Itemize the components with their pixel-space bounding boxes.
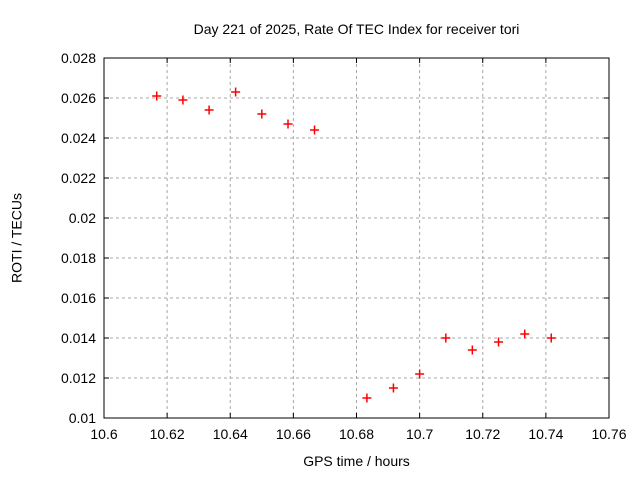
chart-title: Day 221 of 2025, Rate Of TEC Index for r… bbox=[193, 21, 520, 37]
x-tick-label: 10.62 bbox=[150, 426, 185, 442]
y-tick-label: 0.02 bbox=[69, 210, 96, 226]
x-axis-label: GPS time / hours bbox=[303, 453, 410, 469]
data-point-marker bbox=[178, 95, 188, 105]
data-point-marker bbox=[520, 329, 530, 339]
data-point-marker bbox=[310, 125, 320, 135]
x-tick-label: 10.66 bbox=[276, 426, 311, 442]
x-tick-label: 10.76 bbox=[591, 426, 626, 442]
data-point-marker bbox=[415, 369, 425, 379]
y-tick-label: 0.01 bbox=[69, 410, 96, 426]
data-point-marker bbox=[152, 91, 162, 101]
y-tick-label: 0.022 bbox=[61, 170, 96, 186]
y-tick-label: 0.028 bbox=[61, 50, 96, 66]
data-point-marker bbox=[494, 337, 504, 347]
y-tick-label: 0.018 bbox=[61, 250, 96, 266]
data-point-marker bbox=[362, 393, 372, 403]
y-tick-label: 0.016 bbox=[61, 290, 96, 306]
y-tick-label: 0.012 bbox=[61, 370, 96, 386]
x-tick-label: 10.68 bbox=[339, 426, 374, 442]
x-tick-label: 10.74 bbox=[528, 426, 563, 442]
x-tick-label: 10.72 bbox=[465, 426, 500, 442]
data-point-marker bbox=[257, 109, 267, 119]
data-point-marker bbox=[467, 345, 477, 355]
data-point-marker bbox=[204, 105, 214, 115]
x-tick-label: 10.64 bbox=[213, 426, 248, 442]
x-tick-label: 10.6 bbox=[90, 426, 117, 442]
x-tick-label: 10.7 bbox=[406, 426, 433, 442]
data-point-marker bbox=[283, 119, 293, 129]
y-tick-label: 0.024 bbox=[61, 130, 96, 146]
data-point-marker bbox=[441, 333, 451, 343]
data-point-marker bbox=[546, 333, 556, 343]
y-tick-label: 0.014 bbox=[61, 330, 96, 346]
data-point-marker bbox=[231, 87, 241, 97]
data-point-marker bbox=[388, 383, 398, 393]
y-tick-label: 0.026 bbox=[61, 90, 96, 106]
